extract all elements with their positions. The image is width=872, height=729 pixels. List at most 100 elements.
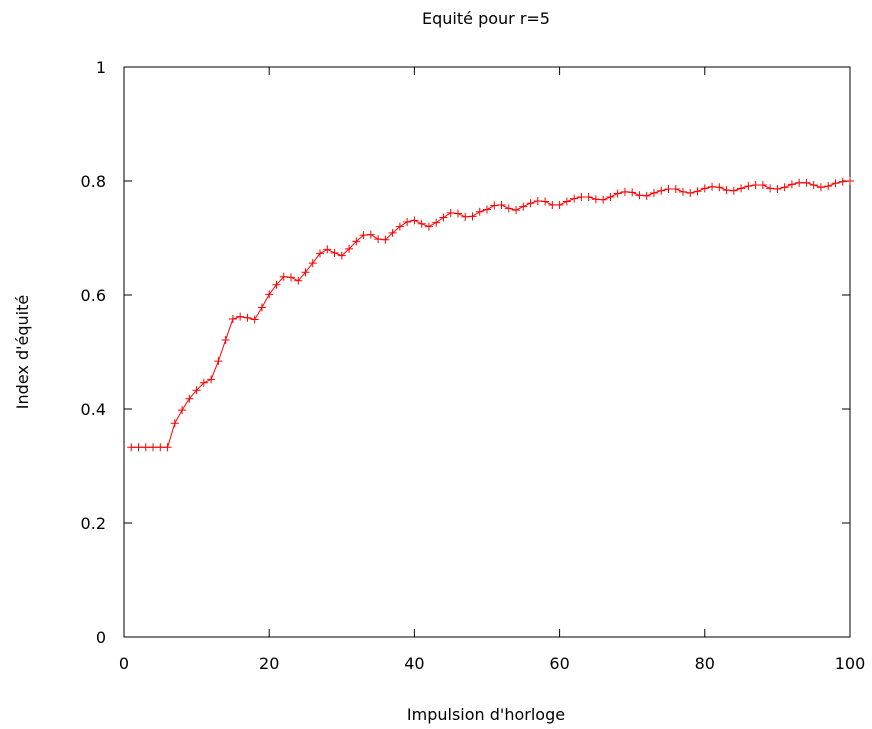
data-point	[577, 192, 586, 201]
x-tick-label: 80	[695, 654, 715, 673]
data-point	[301, 268, 310, 277]
data-point	[708, 182, 717, 191]
data-point	[671, 184, 680, 193]
data-point	[337, 251, 346, 260]
data-point	[744, 182, 753, 191]
y-tick-label: 0.4	[81, 400, 106, 419]
data-point	[562, 197, 571, 206]
data-point	[519, 202, 528, 211]
data-point	[207, 375, 216, 384]
data-point	[286, 273, 295, 282]
data-point	[737, 184, 746, 193]
data-point	[243, 313, 252, 322]
data-point	[330, 248, 339, 257]
data-point	[170, 419, 179, 428]
data-point	[461, 212, 470, 221]
y-tick-label: 0.6	[81, 286, 106, 305]
data-point	[475, 207, 484, 216]
data-point	[417, 219, 426, 228]
data-point	[192, 386, 201, 395]
data-point	[824, 182, 833, 191]
data-point	[381, 235, 390, 244]
data-point	[359, 231, 368, 240]
data-point	[599, 195, 608, 204]
data-point	[686, 188, 695, 197]
data-point	[308, 259, 317, 268]
data-point	[533, 196, 542, 205]
data-point	[453, 209, 462, 218]
x-tick-label: 100	[835, 654, 866, 673]
data-point	[127, 443, 136, 452]
data-point	[766, 184, 775, 193]
data-point	[490, 201, 499, 210]
data-point	[642, 191, 651, 200]
data-point	[628, 188, 637, 197]
data-point	[758, 180, 767, 189]
data-point	[584, 192, 593, 201]
data-point	[816, 183, 825, 192]
data-point	[497, 200, 506, 209]
x-axis-label: Impulsion d'horloge	[407, 705, 565, 724]
data-point	[294, 276, 303, 285]
data-point	[526, 199, 535, 208]
data-point	[395, 222, 404, 231]
x-tick-label: 60	[549, 654, 569, 673]
data-point	[374, 235, 383, 244]
data-point	[345, 244, 354, 253]
data-point	[257, 303, 266, 312]
series-line	[131, 180, 851, 448]
data-point	[657, 186, 666, 195]
data-point	[787, 180, 796, 189]
data-point	[156, 443, 165, 452]
data-point	[606, 192, 615, 201]
data-point	[272, 280, 281, 289]
data-point	[715, 183, 724, 192]
data-point	[410, 216, 419, 225]
data-point	[773, 184, 782, 193]
data-point	[548, 200, 557, 209]
data-point	[214, 357, 223, 366]
data-point	[620, 187, 629, 196]
data-point	[846, 177, 854, 185]
x-tick-label: 0	[119, 654, 129, 673]
data-point	[439, 213, 448, 222]
data-point	[780, 183, 789, 192]
data-point	[795, 178, 804, 187]
series-markers	[127, 177, 854, 452]
data-point	[722, 186, 731, 195]
data-point	[802, 178, 811, 187]
plot-frame	[123, 66, 851, 638]
data-point	[199, 378, 208, 387]
data-point	[366, 230, 375, 239]
data-point	[279, 272, 288, 281]
data-point	[664, 184, 673, 193]
data-point	[424, 222, 433, 231]
data-point	[403, 218, 412, 227]
data-point	[236, 312, 245, 321]
data-point	[649, 188, 658, 197]
chart-title: Equité pour r=5	[422, 9, 550, 28]
y-tick-label: 0.2	[81, 514, 106, 533]
data-point	[512, 206, 521, 215]
data-point	[483, 205, 491, 214]
data-point	[809, 180, 818, 189]
data-point	[149, 443, 158, 452]
data-point	[228, 314, 237, 323]
data-point	[468, 212, 477, 221]
data-point	[635, 191, 644, 200]
x-tick-label: 40	[404, 654, 424, 673]
x-tick-label: 20	[259, 654, 279, 673]
data-point	[555, 200, 564, 209]
y-axis-label: Index d'équité	[13, 295, 32, 409]
data-point	[388, 228, 397, 237]
data-point	[134, 443, 143, 452]
data-point	[541, 197, 550, 206]
y-tick-label: 1	[96, 58, 106, 77]
data-point	[570, 194, 579, 203]
data-point	[693, 187, 702, 196]
data-point	[432, 218, 441, 227]
data-point	[504, 204, 513, 213]
data-point	[250, 315, 259, 324]
axis-ticks	[123, 66, 851, 638]
